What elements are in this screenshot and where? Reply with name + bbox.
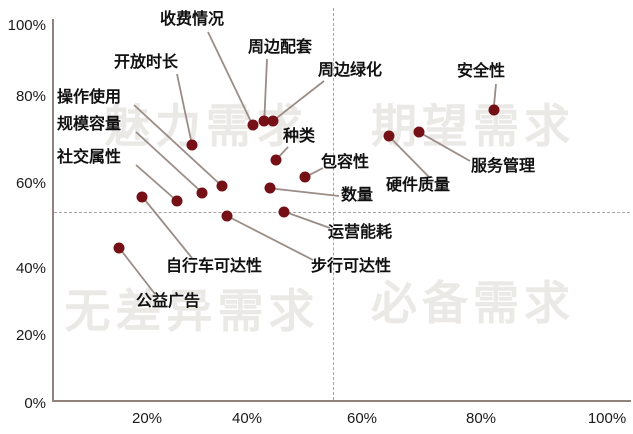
leader-line: [226, 215, 314, 261]
x-tick-label: 80%: [465, 410, 497, 427]
x-axis-line: [52, 400, 631, 402]
data-point: [270, 154, 282, 166]
quadrant-watermark: 期望需求: [371, 100, 575, 152]
point-label: 包容性: [321, 154, 370, 171]
point-label: 自行车可达性: [166, 258, 263, 275]
leader-line: [135, 164, 178, 202]
point-label: 服务管理: [471, 158, 536, 175]
leader-line: [269, 187, 340, 197]
data-point: [113, 242, 125, 254]
point-label: 周边配套: [248, 39, 313, 56]
y-tick-label: 40%: [15, 260, 46, 277]
point-label: 规模容量: [57, 116, 122, 133]
point-label: 周边绿化: [318, 62, 383, 79]
point-label: 步行可达性: [311, 258, 392, 275]
leader-line: [272, 80, 325, 122]
data-point: [278, 206, 290, 218]
data-point: [247, 119, 259, 131]
y-axis-line: [52, 19, 54, 402]
quadrant-watermark: 必备需求: [371, 277, 575, 329]
x-tick-label: 100%: [587, 410, 627, 427]
leader-line: [388, 135, 430, 178]
point-label: 硬件质量: [386, 177, 451, 194]
leader-line: [135, 131, 203, 194]
crosshair-vertical-dashed-line: [333, 8, 334, 400]
y-tick-label: 100%: [7, 17, 46, 34]
x-tick-label: 20%: [131, 410, 163, 427]
x-tick-label: 40%: [231, 410, 263, 427]
point-label: 公益广告: [136, 293, 201, 310]
leader-line: [118, 247, 156, 295]
leader-line: [133, 104, 223, 187]
data-point: [258, 115, 270, 127]
point-label: 收费情况: [160, 11, 225, 28]
data-point: [267, 115, 279, 127]
point-label: 数量: [341, 187, 374, 204]
point-label: 种类: [283, 128, 316, 145]
point-label: 运营能耗: [328, 224, 393, 241]
quadrant-watermark: 无差异需求: [64, 285, 320, 337]
leader-line: [263, 58, 268, 121]
y-tick-label: 80%: [15, 88, 46, 105]
leader-line: [284, 210, 331, 229]
leader-line: [418, 131, 471, 162]
data-point: [186, 139, 198, 151]
x-tick-label: 60%: [346, 410, 378, 427]
y-tick-label: 60%: [15, 175, 46, 192]
leader-line: [141, 196, 193, 259]
leader-line: [207, 31, 254, 126]
data-point: [488, 104, 500, 116]
point-label: 开放时长: [114, 54, 179, 71]
data-point: [413, 126, 425, 138]
point-label: 安全性: [457, 63, 506, 80]
data-point: [383, 130, 395, 142]
data-point: [216, 180, 228, 192]
data-point: [196, 187, 208, 198]
data-point: [221, 210, 233, 222]
y-tick-label: 20%: [15, 327, 46, 344]
crosshair-horizontal-dashed-line: [54, 212, 630, 213]
leader-line: [176, 73, 193, 146]
point-label: 操作使用: [57, 89, 122, 106]
data-point: [299, 171, 310, 183]
data-point: [264, 182, 276, 194]
data-point: [136, 191, 148, 203]
y-tick-label: 0%: [24, 395, 46, 412]
point-label: 社交属性: [57, 149, 122, 166]
data-point: [171, 195, 183, 207]
